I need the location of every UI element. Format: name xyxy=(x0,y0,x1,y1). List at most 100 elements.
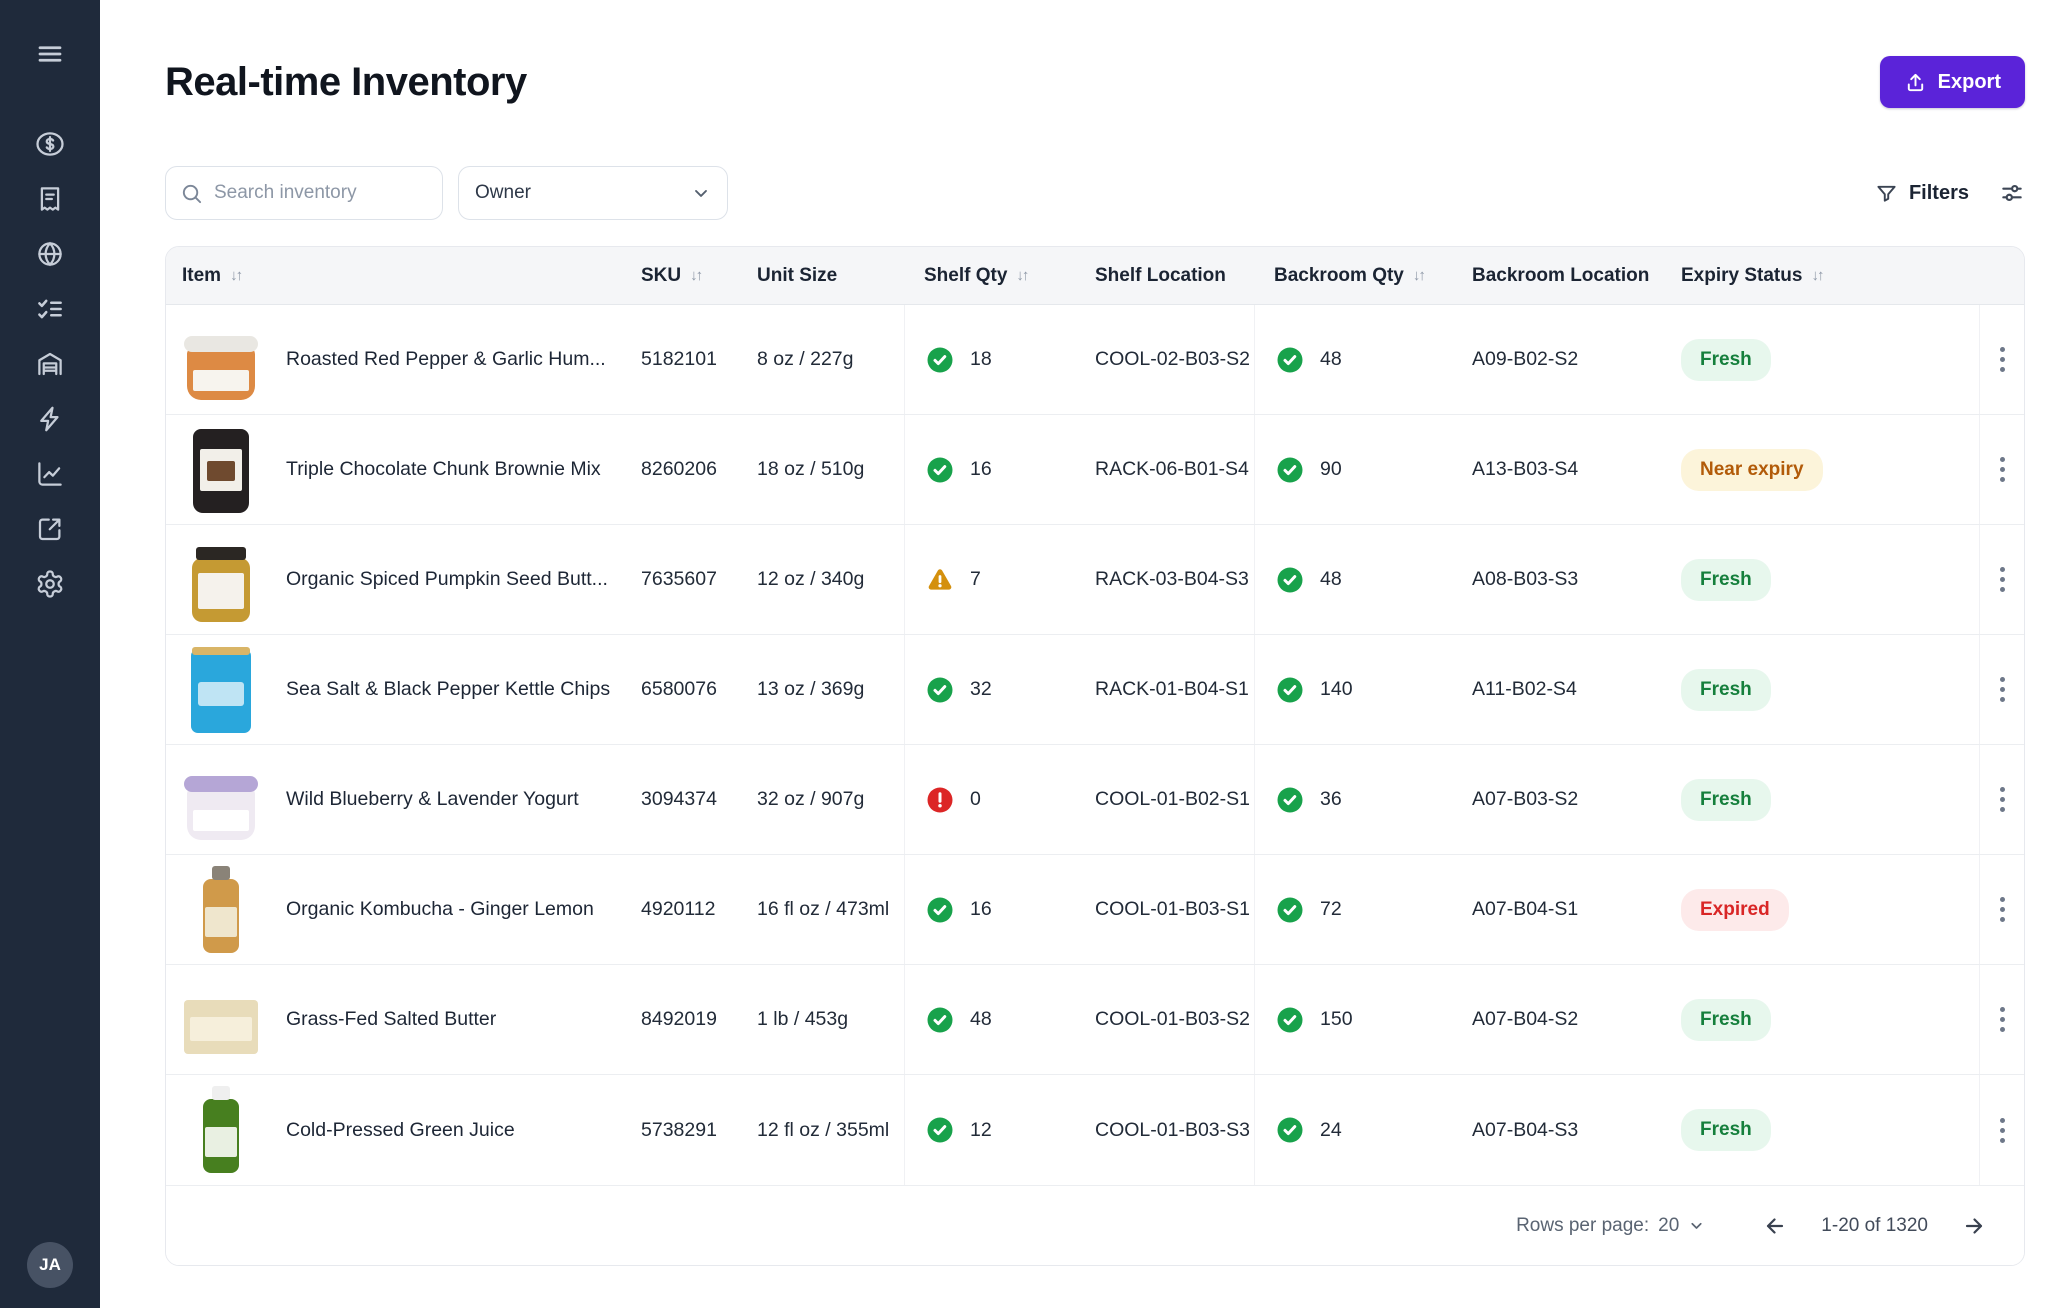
sku-cell: 4920112 xyxy=(641,898,716,920)
sort-icon[interactable]: ↓↑ xyxy=(1811,267,1824,284)
row-actions-menu-button[interactable] xyxy=(1992,779,2013,820)
column-header-label: Shelf Location xyxy=(1095,264,1226,286)
expiry-status-badge: Expired xyxy=(1681,888,1789,931)
sort-icon[interactable]: ↓↑ xyxy=(1412,267,1426,284)
previous-page-button[interactable] xyxy=(1763,1214,1787,1238)
sidebar-item-automation[interactable] xyxy=(28,400,72,440)
shelf-qty-value: 16 xyxy=(970,458,992,480)
item-cell: Triple Chocolate Chunk Brownie Mix xyxy=(166,415,621,524)
expiry-status-badge: Fresh xyxy=(1681,338,1771,381)
shelf-qty-value: 18 xyxy=(970,348,992,370)
unit-size-cell: 12 fl oz / 355ml xyxy=(757,1118,890,1141)
product-thumbnail xyxy=(182,864,260,956)
backroom-location-cell: A09-B02-S2 xyxy=(1472,348,1579,370)
column-header-label: Backroom Qty xyxy=(1274,264,1404,286)
column-header[interactable]: Unit Size xyxy=(737,247,904,304)
sidebar: JA xyxy=(0,0,100,1308)
sku-cell: 5738291 xyxy=(641,1118,717,1141)
expiry-status-cell: Fresh xyxy=(1661,525,1979,634)
sidebar-nav xyxy=(28,125,72,605)
sku-cell: 5182101 xyxy=(641,348,717,370)
sort-icon[interactable]: ↓↑ xyxy=(1016,267,1029,284)
backroom-qty-cell: 72 xyxy=(1254,855,1452,964)
check-circle-icon xyxy=(1277,1117,1303,1143)
sku-cell: 8492019 xyxy=(641,1008,717,1030)
rows-per-page-dropdown[interactable]: Rows per page: 20 xyxy=(1516,1215,1705,1237)
sidebar-item-receipts[interactable] xyxy=(28,180,72,220)
item-cell: Wild Blueberry & Lavender Yogurt xyxy=(166,745,621,854)
row-actions-menu-button[interactable] xyxy=(1992,339,2013,380)
column-header[interactable]: Shelf Location xyxy=(1075,247,1254,304)
warning-triangle-icon xyxy=(928,568,952,590)
backroom-qty-cell: 48 xyxy=(1254,305,1452,414)
backroom-qty-cell: 36 xyxy=(1254,745,1452,854)
row-actions-menu-button[interactable] xyxy=(1992,889,2013,930)
kebab-icon xyxy=(1999,457,2005,482)
next-page-button[interactable] xyxy=(1962,1214,1986,1238)
sidebar-item-settings[interactable] xyxy=(28,565,72,605)
kebab-icon xyxy=(1999,677,2005,702)
row-actions-menu-button[interactable] xyxy=(1992,449,2013,490)
backroom-qty-cell: 140 xyxy=(1254,635,1452,744)
column-header[interactable]: Shelf Qty ↓↑ xyxy=(904,247,1075,304)
view-options-button[interactable] xyxy=(1999,180,2025,206)
row-actions-menu-button[interactable] xyxy=(1992,559,2013,600)
shelf-location-cell: COOL-01-B03-S2 xyxy=(1095,1008,1250,1030)
sidebar-item-export-share[interactable] xyxy=(28,510,72,550)
table-row: Sea Salt & Black Pepper Kettle Chips 658… xyxy=(166,635,2024,745)
filters-button[interactable]: Filters xyxy=(1875,182,1969,205)
item-cell: Roasted Red Pepper & Garlic Hum... xyxy=(166,305,621,414)
shelf-location-cell: COOL-02-B03-S2 xyxy=(1095,348,1250,370)
backroom-qty-value: 36 xyxy=(1320,788,1342,810)
actions-cell xyxy=(1979,305,2024,414)
hamburger-menu-button[interactable] xyxy=(28,35,72,75)
kebab-icon xyxy=(1999,787,2005,812)
pagination: 1-20 of 1320 xyxy=(1763,1214,1986,1238)
arrow-right-icon xyxy=(1962,1214,1986,1238)
backroom-qty-cell: 48 xyxy=(1254,525,1452,634)
item-cell: Cold-Pressed Green Juice xyxy=(166,1075,621,1185)
backroom-qty-value: 48 xyxy=(1320,568,1342,590)
backroom-qty-value: 140 xyxy=(1320,678,1353,700)
sidebar-item-analytics[interactable] xyxy=(28,455,72,495)
sidebar-item-finance[interactable] xyxy=(28,125,72,165)
kebab-icon xyxy=(1999,1117,2005,1143)
check-circle-icon xyxy=(1277,787,1303,812)
expiry-status-badge: Fresh xyxy=(1681,998,1771,1041)
check-circle-icon xyxy=(1277,457,1303,482)
item-name: Organic Spiced Pumpkin Seed Butt... xyxy=(286,568,608,590)
unit-size-cell: 32 oz / 907g xyxy=(757,788,865,810)
column-header[interactable]: Backroom Location xyxy=(1452,247,1661,304)
row-actions-menu-button[interactable] xyxy=(1992,999,2013,1040)
unit-size-cell: 13 oz / 369g xyxy=(757,678,865,700)
sidebar-item-global[interactable] xyxy=(28,235,72,275)
item-name: Sea Salt & Black Pepper Kettle Chips xyxy=(286,678,611,700)
receipt-icon xyxy=(35,184,65,217)
sku-cell: 3094374 xyxy=(641,788,717,810)
backroom-qty-cell: 24 xyxy=(1254,1075,1452,1185)
column-header[interactable]: Item ↓↑ xyxy=(166,247,621,304)
sidebar-item-tasks[interactable] xyxy=(28,290,72,330)
sort-icon[interactable]: ↓↑ xyxy=(690,267,703,284)
search-input[interactable] xyxy=(214,182,459,204)
actions-cell xyxy=(1979,965,2024,1074)
user-avatar[interactable]: JA xyxy=(27,1242,73,1288)
backroom-location-cell: A08-B03-S3 xyxy=(1472,568,1579,590)
row-actions-menu-button[interactable] xyxy=(1992,669,2013,710)
column-header[interactable] xyxy=(1979,247,2024,304)
chevron-down-icon xyxy=(691,183,711,203)
column-header[interactable]: SKU ↓↑ xyxy=(621,247,737,304)
sort-icon[interactable]: ↓↑ xyxy=(230,267,243,284)
sidebar-item-warehouse[interactable] xyxy=(28,345,72,385)
column-header[interactable]: Backroom Qty ↓↑ xyxy=(1254,247,1452,304)
funnel-icon xyxy=(1875,182,1898,205)
product-thumbnail xyxy=(182,754,260,846)
row-actions-menu-button[interactable] xyxy=(1992,1110,2013,1151)
owner-filter-dropdown[interactable]: Owner xyxy=(458,166,728,220)
column-header[interactable]: Expiry Status ↓↑ xyxy=(1661,247,1979,304)
unit-size-cell: 8 oz / 227g xyxy=(757,348,854,370)
export-button[interactable]: Export xyxy=(1879,56,2025,108)
check-circle-icon xyxy=(927,1007,953,1032)
column-header-label: Backroom Location xyxy=(1472,264,1650,286)
item-name: Cold-Pressed Green Juice xyxy=(286,1118,515,1141)
